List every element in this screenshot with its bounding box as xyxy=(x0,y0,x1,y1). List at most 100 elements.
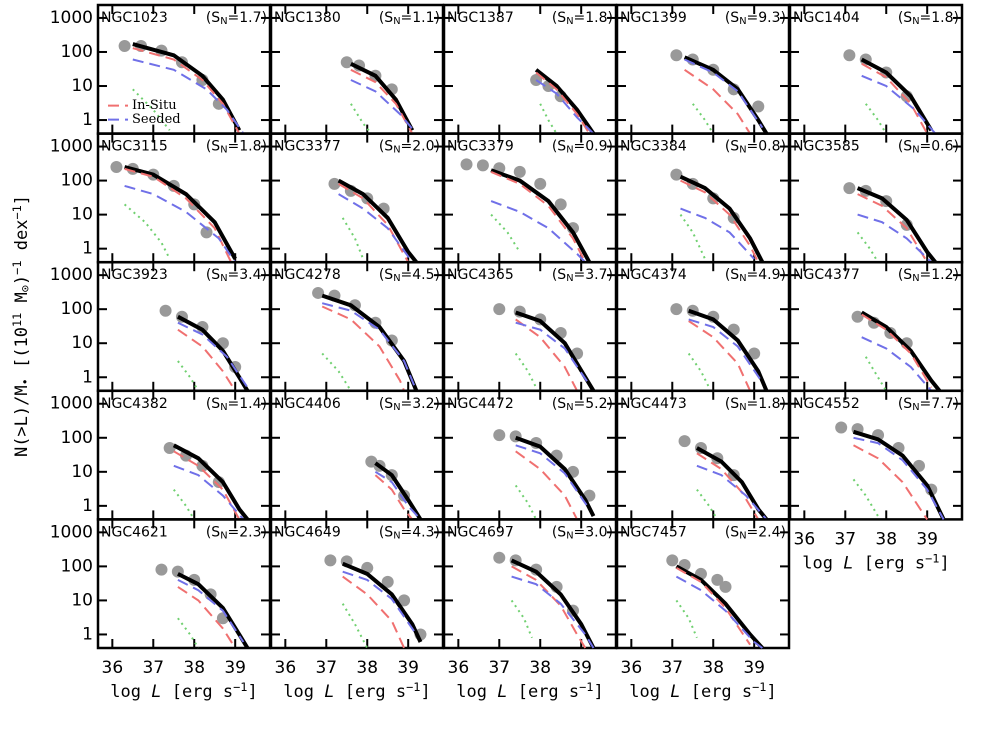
x-tick-label: 39 xyxy=(397,658,419,678)
data-point xyxy=(328,177,341,190)
panel-annotation-part: N xyxy=(739,16,746,27)
data-point xyxy=(666,554,679,567)
x-tick-label: 38 xyxy=(183,658,205,678)
y-axis-label-part: ) xyxy=(12,275,32,285)
panel-annotation-part: (S xyxy=(552,139,566,155)
model-curve xyxy=(864,356,888,392)
model-curve xyxy=(691,103,715,135)
panel-annotation-part: N xyxy=(739,144,746,155)
model-curve xyxy=(374,470,422,521)
panel-annotation-part: (S xyxy=(206,10,220,26)
data-point xyxy=(719,580,732,593)
panel-title: NGC4377 xyxy=(793,267,860,283)
y-axis-label-part: −1 xyxy=(10,205,24,219)
x-axis-label: log L [erg s−1] xyxy=(456,680,603,702)
model-curve xyxy=(680,207,755,260)
data-point xyxy=(843,49,856,62)
y-axis-label-part: 11 xyxy=(10,313,24,327)
model-curve xyxy=(173,464,245,521)
data-point xyxy=(460,158,473,171)
model-curve xyxy=(177,586,237,649)
x-tick-label: 36 xyxy=(794,529,816,549)
panel-annotation-part: N xyxy=(220,273,227,284)
y-tick-label: 1000 xyxy=(50,522,93,542)
panel-title: NGC3585 xyxy=(793,139,860,155)
panel-annotation-part: N xyxy=(739,530,746,541)
model-curve xyxy=(374,461,423,521)
model-curve xyxy=(176,572,250,650)
model-curve xyxy=(350,79,418,135)
y-tick-label: 1 xyxy=(82,624,93,644)
model-curve xyxy=(341,217,365,260)
panel-annotation: (SN=1.8) xyxy=(552,10,613,27)
model-curve xyxy=(341,603,369,649)
panel: NGC3384 xyxy=(615,132,791,264)
model-curve xyxy=(177,360,200,392)
x-axis-label-part: −1 xyxy=(406,680,420,694)
panel-annotation-part: =4.5) xyxy=(401,267,440,283)
model-curve xyxy=(515,450,578,520)
model-curve xyxy=(124,184,237,263)
panel-annotation-part: (S xyxy=(206,139,220,155)
x-axis-label-part: −1 xyxy=(925,551,939,565)
model-curve xyxy=(688,318,764,384)
panel-title: NGC4649 xyxy=(274,524,341,540)
panel-annotation: (SN=1.2) xyxy=(898,267,959,284)
model-curve xyxy=(856,186,937,264)
panel-annotation: (SN=2.4) xyxy=(725,524,786,541)
panel-title: NGC1380 xyxy=(274,10,341,26)
panel: NGC4552 xyxy=(788,389,964,521)
y-axis-label-part: −1 xyxy=(10,260,24,274)
model-curve xyxy=(338,193,414,263)
model-curve xyxy=(864,103,888,135)
model-curve xyxy=(675,599,698,639)
data-point xyxy=(324,554,337,567)
x-tick-label: 38 xyxy=(875,529,897,549)
panel-annotation-part: (S xyxy=(379,524,393,540)
x-axis-label-part: log xyxy=(283,682,324,702)
model-curve xyxy=(861,62,929,135)
model-curve xyxy=(511,565,587,649)
panel-annotation-part: =5.2) xyxy=(574,396,613,412)
x-tick-label: 39 xyxy=(224,658,246,678)
panel-annotation-part: N xyxy=(739,273,746,284)
panel-annotation-part: =2.3) xyxy=(228,524,267,540)
panel-annotation: (SN=3.4) xyxy=(206,267,267,284)
y-axis-label-part: N(>L)/M xyxy=(12,385,32,457)
panel-annotation: (SN=0.9) xyxy=(552,139,613,156)
panel-title: NGC4278 xyxy=(274,267,341,283)
y-tick-label: 100 xyxy=(61,171,93,191)
model-curve xyxy=(684,68,751,135)
model-curve xyxy=(535,79,595,135)
data-point xyxy=(118,39,131,52)
panel-annotation: (SN=1.8) xyxy=(206,139,267,156)
model-curve xyxy=(490,168,592,264)
y-tick-label: 1 xyxy=(82,110,93,130)
model-curve xyxy=(688,308,769,392)
model-curve xyxy=(350,68,414,135)
model-curve xyxy=(687,352,710,388)
panel-title: NGC3384 xyxy=(620,139,687,155)
y-tick-label: 10 xyxy=(71,205,93,225)
panel-annotation-part: =1.7) xyxy=(228,10,267,26)
y-axis-label-part: [(10 xyxy=(12,327,32,378)
panel: NGC1399 xyxy=(615,3,791,135)
panel-annotation-part: (S xyxy=(379,267,393,283)
panel-annotation-part: N xyxy=(393,273,400,284)
panel: NGC3923 xyxy=(96,260,272,393)
model-curve xyxy=(856,231,879,263)
data-point xyxy=(711,573,724,586)
panel: NGC4697 xyxy=(442,518,618,650)
x-tick-label: 38 xyxy=(529,658,551,678)
x-axis-label-part: ] xyxy=(766,682,776,702)
panel: NGC3585 xyxy=(788,132,964,264)
x-tick-label: 36 xyxy=(621,658,643,678)
model-curve xyxy=(679,174,765,264)
panel-annotation-part: (S xyxy=(898,139,912,155)
model-curve xyxy=(515,310,596,392)
data-point xyxy=(110,161,123,174)
panel-annotation-part: (S xyxy=(552,10,566,26)
model-curve xyxy=(695,446,769,521)
x-tick-label: 38 xyxy=(356,658,378,678)
panel-annotation: (SN=1.7) xyxy=(206,10,267,27)
